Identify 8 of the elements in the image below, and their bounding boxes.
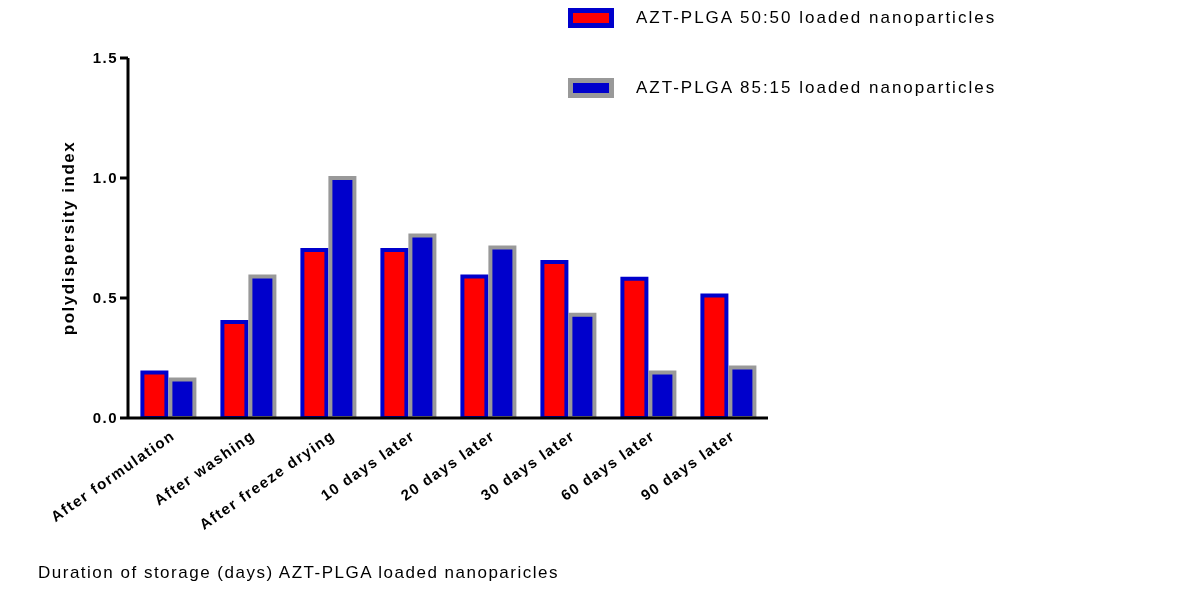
- legend-label: AZT-PLGA 50:50 loaded nanoparticles: [636, 8, 997, 28]
- y-tick-label: 0.5: [92, 289, 118, 307]
- y-axis-title: polydispersity index: [59, 140, 79, 336]
- x-axis-title: Duration of storage (days) AZT-PLGA loaded nanoparicles: [38, 563, 559, 582]
- y-tick-label: 0.0: [92, 409, 118, 427]
- y-tick-label: 1.0: [92, 169, 118, 187]
- y-tick-label: 1.5: [92, 49, 118, 67]
- legend-label: AZT-PLGA 85:15 loaded nanoparticles: [636, 78, 997, 98]
